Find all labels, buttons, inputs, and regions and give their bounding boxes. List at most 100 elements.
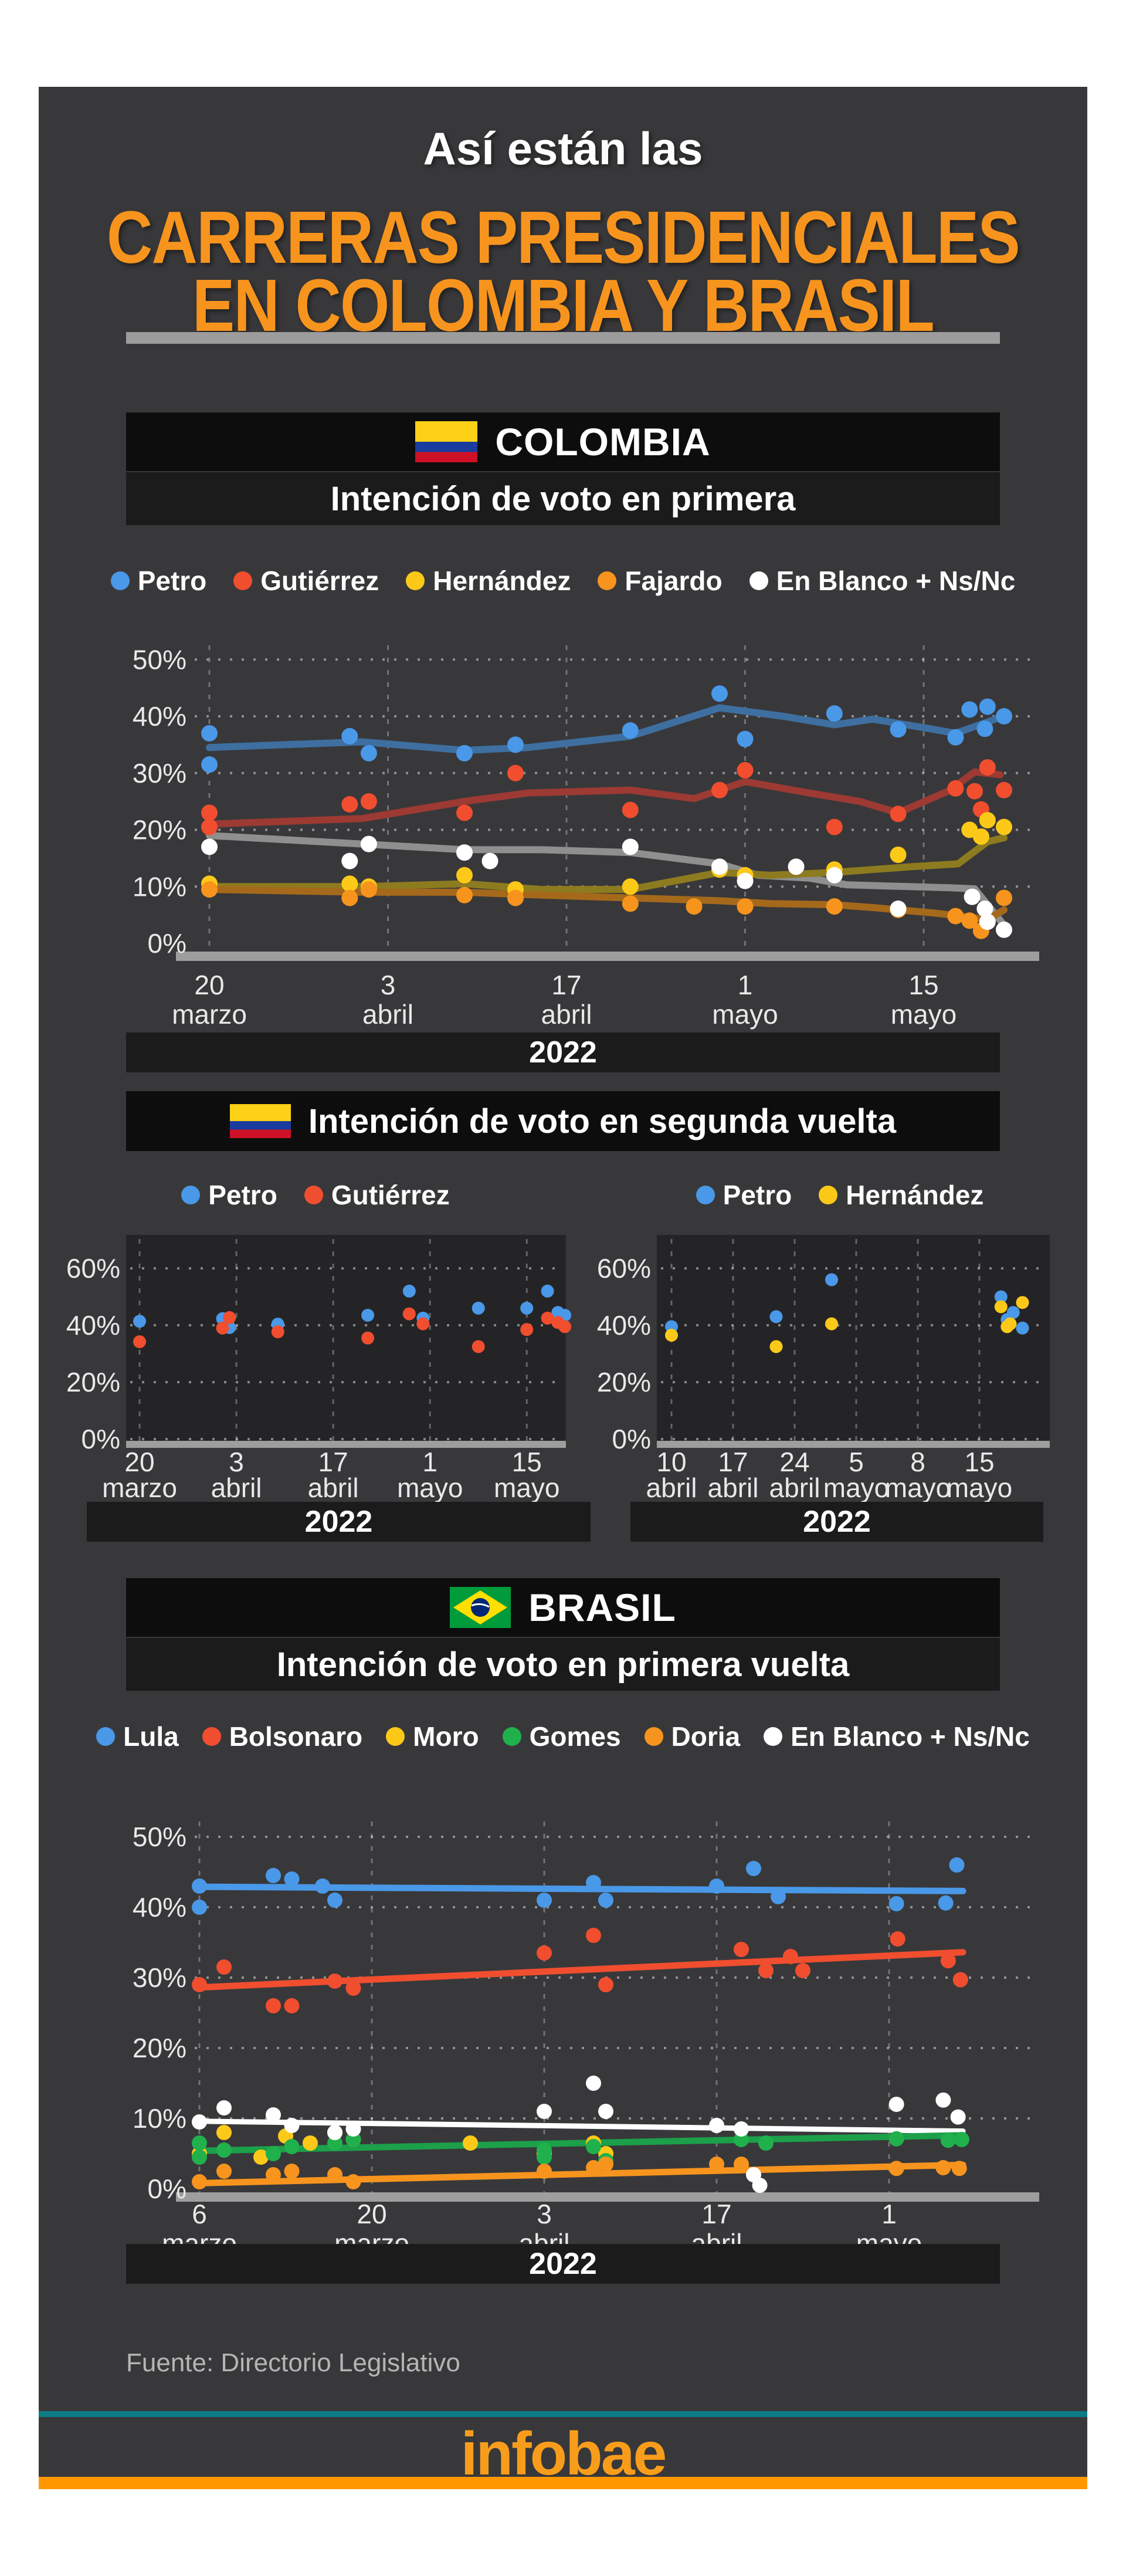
data-point xyxy=(266,2146,281,2161)
x-axis-line xyxy=(176,2192,1039,2202)
segunda-petro-gutierrez-chart: 60%40%20%0%20marzo3abril17abril1mayo15ma… xyxy=(66,1235,572,1503)
data-point xyxy=(711,685,728,702)
colombia-flag-icon xyxy=(415,421,478,462)
data-point xyxy=(216,2125,232,2140)
x-axis-tick-day: 17 xyxy=(551,970,581,1000)
data-point xyxy=(758,2135,774,2151)
colombia-legend: Petro Gutiérrez Hernández Fajardo En Blanco … xyxy=(0,560,1126,601)
data-point xyxy=(961,701,978,718)
x-axis-line xyxy=(126,1441,566,1448)
x-axis-tick-day: 15 xyxy=(964,1447,994,1477)
data-point xyxy=(472,1340,485,1353)
legend-dot-icon xyxy=(233,571,253,590)
data-point xyxy=(345,2174,361,2189)
data-point xyxy=(216,2142,232,2158)
y-axis-label: 30% xyxy=(133,1962,186,1993)
page-title-line2: CARRERAS PRESIDENCIALES xyxy=(107,196,1020,279)
data-point xyxy=(752,2178,768,2193)
data-point xyxy=(783,1949,798,1964)
data-point xyxy=(622,801,639,818)
brasil-section-header: BRASIL xyxy=(126,1578,1000,1637)
brasil-legend: Lula Bolsonaro Moro Gomes Doria En Blanco + N… xyxy=(0,1716,1126,1757)
x-axis-tick-day: 24 xyxy=(779,1447,809,1477)
data-point xyxy=(598,1977,613,1992)
y-axis-label: 50% xyxy=(133,1822,186,1852)
data-point xyxy=(598,2157,613,2172)
legend-dot-icon xyxy=(406,571,425,590)
y-axis-label: 30% xyxy=(133,758,186,788)
legend-item: Moro xyxy=(386,1721,479,1752)
segunda-left-year-label: 2022 xyxy=(304,1505,373,1539)
data-point xyxy=(737,761,754,778)
data-point xyxy=(737,872,754,889)
data-point xyxy=(996,889,1012,906)
legend-dot-icon xyxy=(598,571,617,590)
x-axis-tick-month: abril xyxy=(646,1473,697,1503)
colombia-primera-chart: 50%40%30%20%10%0%20marzo3abril17abril1ma… xyxy=(133,644,1039,1030)
colombia-year-bar: 2022 xyxy=(126,1033,1000,1072)
colombia-subtitle-bar: Intención de voto en primera xyxy=(126,472,1000,525)
data-point xyxy=(402,1284,416,1298)
data-point xyxy=(994,1290,1008,1304)
data-point xyxy=(769,1310,783,1323)
data-point xyxy=(481,852,498,869)
data-point xyxy=(622,838,639,855)
trend-line xyxy=(196,1883,966,1894)
brasil-flag-icon xyxy=(450,1587,511,1628)
data-point xyxy=(216,2164,232,2179)
legend-item: Bolsonaro xyxy=(202,1721,362,1752)
x-axis-line xyxy=(176,952,1039,961)
legend-item: Petro xyxy=(110,565,206,597)
title-divider xyxy=(126,332,1000,344)
y-axis-label: 20% xyxy=(133,815,186,845)
segunda-petro-hernandez-chart: 60%40%20%0%10abril17abril24abril5mayo8ma… xyxy=(597,1235,1050,1503)
y-axis-label: 40% xyxy=(597,1310,651,1341)
y-axis-label: 40% xyxy=(133,1892,186,1922)
legend-label: Hernández xyxy=(846,1180,984,1210)
data-point xyxy=(734,2157,749,2172)
data-point xyxy=(327,2125,342,2140)
data-point xyxy=(541,1284,554,1298)
data-point xyxy=(253,2150,269,2165)
legend-label: Bolsonaro xyxy=(229,1721,363,1752)
data-point xyxy=(341,727,358,744)
data-point xyxy=(192,1977,207,1992)
legend-dot-icon xyxy=(502,1727,521,1746)
x-axis-line xyxy=(657,1441,1050,1448)
data-point xyxy=(133,1315,146,1328)
y-axis-label: 40% xyxy=(133,701,186,732)
colombia-header-label: COLOMBIA xyxy=(495,420,711,463)
legend-dot-icon xyxy=(819,1186,838,1204)
data-point xyxy=(341,852,358,869)
data-point xyxy=(622,878,639,895)
colombia-flag-icon xyxy=(229,1104,291,1138)
x-axis-tick-day: 15 xyxy=(908,970,938,1000)
data-point xyxy=(192,2135,207,2151)
data-point xyxy=(890,721,907,738)
legend-dot-icon xyxy=(749,571,768,590)
trend-line xyxy=(206,886,1008,923)
data-point xyxy=(825,1317,838,1331)
data-point xyxy=(734,1942,749,1957)
plot-area xyxy=(126,1235,566,1444)
trend-line xyxy=(196,2161,966,2186)
legend-label: Hernández xyxy=(433,566,571,596)
legend-dot-icon xyxy=(110,571,130,590)
data-point xyxy=(416,1317,430,1331)
data-point xyxy=(826,705,843,722)
x-axis-tick-day: 17 xyxy=(318,1447,348,1477)
legend-item: Petro xyxy=(181,1179,277,1211)
y-axis-label: 40% xyxy=(66,1310,120,1341)
data-point xyxy=(709,2157,724,2172)
trend-line xyxy=(196,2118,966,2134)
data-point xyxy=(266,1868,281,1883)
data-point xyxy=(216,2100,232,2115)
data-point xyxy=(456,744,473,761)
x-axis-tick-day: 17 xyxy=(718,1447,748,1477)
data-point xyxy=(216,1321,229,1335)
x-axis-tick-month: abril xyxy=(211,1473,262,1503)
data-point xyxy=(341,889,358,906)
data-point xyxy=(284,1998,300,2013)
data-point xyxy=(284,1871,300,1887)
page-title-intro: Así están las xyxy=(423,123,703,174)
